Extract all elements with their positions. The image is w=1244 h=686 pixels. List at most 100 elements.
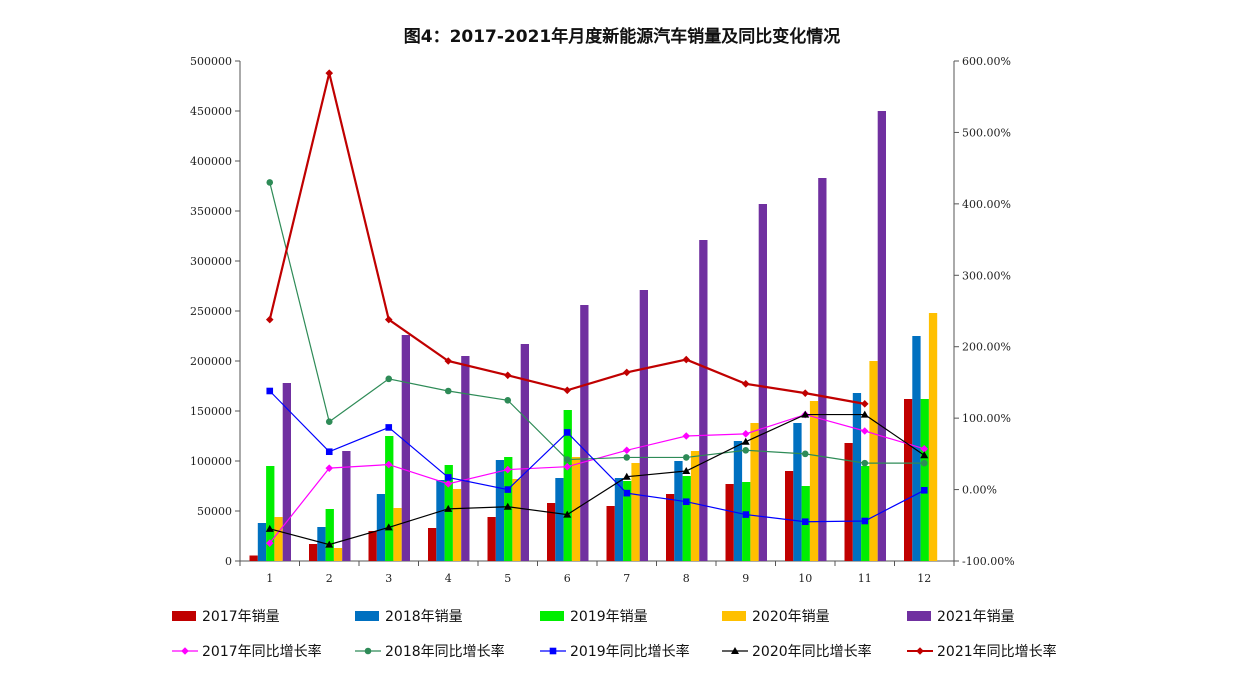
point-marker — [504, 396, 512, 404]
point-marker — [920, 451, 929, 459]
legend-label: 2018年销量 — [385, 609, 463, 625]
bar — [282, 383, 291, 561]
left-tick-label: 350000 — [190, 205, 232, 218]
legend-label: 2017年销量 — [202, 609, 280, 625]
bar — [920, 399, 929, 561]
point-marker — [444, 504, 453, 512]
bar — [631, 463, 640, 561]
bar — [452, 489, 462, 561]
legend-swatch — [172, 611, 196, 621]
point-marker — [325, 448, 333, 456]
point-marker — [801, 450, 809, 458]
point-marker — [444, 480, 453, 488]
point-marker — [325, 464, 334, 472]
bar — [520, 344, 529, 561]
point-marker — [920, 445, 929, 453]
point-marker — [385, 375, 393, 383]
legend-swatch — [540, 611, 564, 621]
bar — [444, 465, 453, 561]
bar — [758, 204, 767, 561]
bar — [733, 441, 743, 561]
point-marker — [742, 446, 750, 454]
point-marker — [444, 357, 453, 365]
legend-swatch — [722, 611, 746, 621]
point-marker — [801, 389, 810, 397]
bar — [487, 517, 496, 561]
point-marker — [563, 510, 572, 518]
left-tick-label: 200000 — [190, 355, 232, 368]
bar — [785, 471, 794, 561]
bar — [257, 523, 267, 561]
point-marker — [916, 647, 924, 655]
x-tick-label: 5 — [504, 572, 511, 585]
point-marker — [731, 647, 739, 654]
x-tick-label: 12 — [917, 572, 931, 585]
left-tick-label: 450000 — [190, 105, 232, 118]
point-marker — [682, 432, 691, 440]
bar — [869, 361, 878, 561]
legend-label: 2020年销量 — [752, 609, 830, 625]
bar — [547, 503, 556, 561]
bar — [249, 555, 258, 561]
bar — [325, 509, 334, 561]
point-marker — [741, 380, 750, 388]
bar — [690, 451, 700, 561]
bar — [436, 480, 445, 561]
point-marker — [622, 446, 631, 455]
bar — [912, 336, 921, 561]
point-marker — [181, 647, 189, 655]
bar — [606, 506, 615, 561]
point-marker — [325, 540, 334, 548]
x-tick-label: 11 — [858, 572, 872, 585]
left-tick-label: 400000 — [190, 155, 232, 168]
point-marker — [741, 430, 750, 438]
bar — [928, 313, 938, 561]
x-tick-label: 2 — [326, 572, 333, 585]
bar — [623, 481, 632, 561]
bar — [401, 335, 410, 561]
bar — [904, 399, 913, 561]
bar — [750, 423, 759, 561]
legend-label: 2019年同比增长率 — [570, 643, 690, 660]
point-marker — [563, 462, 572, 471]
bar — [368, 531, 377, 561]
bar — [266, 466, 275, 561]
right-tick-label: -100.00% — [962, 555, 1015, 568]
series-line — [269, 182, 925, 464]
point-marker — [682, 498, 690, 506]
legend-label: 2021年销量 — [937, 609, 1015, 625]
legend-swatch — [355, 611, 379, 621]
point-marker — [265, 524, 274, 532]
bar — [725, 484, 734, 561]
point-marker — [860, 427, 869, 435]
point-marker — [265, 315, 274, 324]
bar — [699, 240, 708, 561]
point-marker — [444, 474, 452, 481]
legend-label: 2021年同比增长率 — [937, 643, 1057, 660]
right-tick-label: 300.00% — [962, 269, 1011, 282]
chart-title: 图4：2017-2021年月度新能源汽车销量及同比变化情况 — [403, 27, 841, 47]
legend-label: 2017年同比增长率 — [202, 643, 322, 660]
bar — [852, 393, 862, 561]
series-line — [269, 413, 925, 546]
bar — [333, 548, 343, 561]
x-tick-label: 10 — [798, 572, 812, 585]
x-tick-label: 8 — [683, 572, 690, 585]
bar — [666, 494, 675, 561]
bar — [555, 478, 564, 561]
right-tick-label: 400.00% — [962, 198, 1011, 211]
point-marker — [504, 486, 512, 493]
bar — [682, 476, 691, 561]
legend-label: 2018年同比增长率 — [385, 643, 505, 660]
right-tick-label: 200.00% — [962, 341, 1011, 354]
point-marker — [801, 518, 809, 526]
x-tick-label: 3 — [385, 572, 392, 585]
left-tick-label: 250000 — [190, 305, 232, 318]
bar — [639, 290, 648, 561]
legend-label: 2020年同比增长率 — [752, 643, 872, 660]
right-tick-label: 0.00% — [962, 484, 997, 497]
bar — [818, 178, 827, 561]
left-tick-label: 300000 — [190, 255, 232, 268]
x-tick-label: 9 — [742, 572, 749, 585]
bar — [614, 478, 624, 561]
